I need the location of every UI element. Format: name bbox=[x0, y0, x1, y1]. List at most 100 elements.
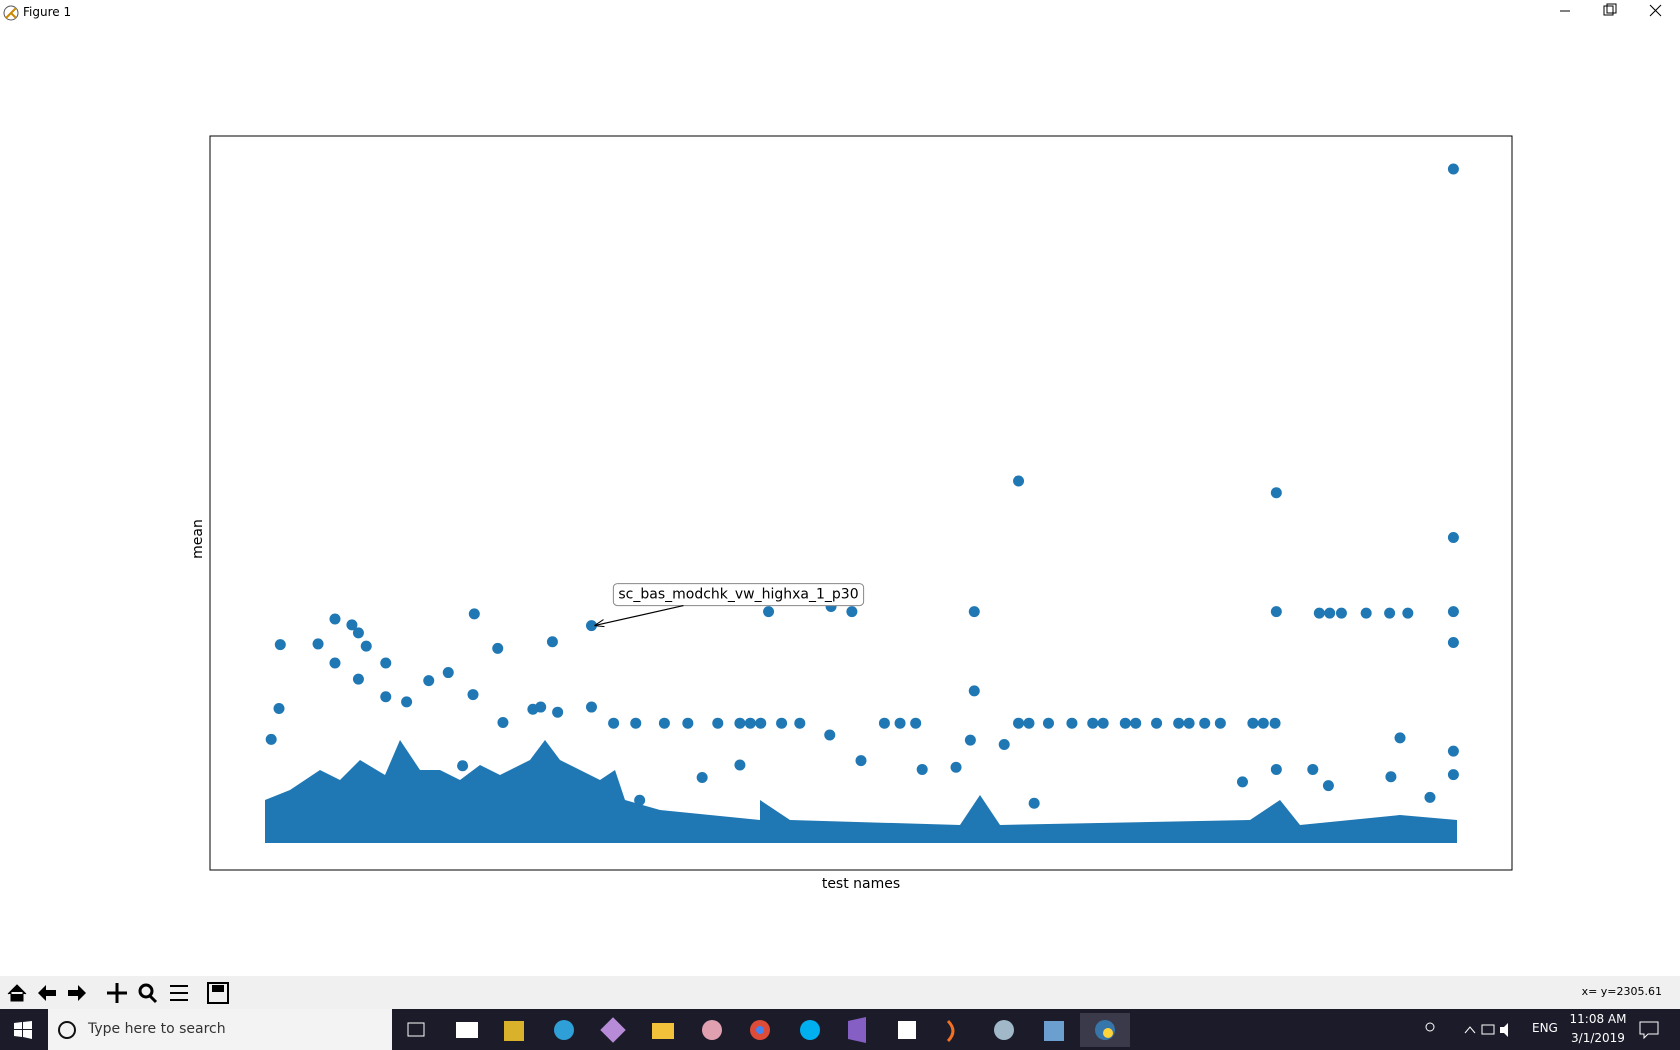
data-point bbox=[552, 706, 564, 718]
data-point bbox=[755, 717, 767, 729]
data-point bbox=[585, 620, 597, 632]
data-point bbox=[658, 717, 670, 729]
data-point bbox=[910, 717, 922, 729]
data-point bbox=[998, 738, 1010, 750]
data-point bbox=[423, 675, 435, 687]
data-point bbox=[401, 696, 413, 708]
data-point bbox=[608, 717, 620, 729]
data-point bbox=[794, 717, 806, 729]
data-point bbox=[360, 640, 372, 652]
data-point bbox=[1402, 607, 1414, 619]
data-point bbox=[346, 619, 358, 631]
data-point bbox=[1183, 717, 1195, 729]
data-point bbox=[1130, 717, 1142, 729]
data-point bbox=[312, 638, 324, 650]
data-point bbox=[712, 717, 724, 729]
language: ENG bbox=[1532, 1021, 1558, 1035]
plot-frame bbox=[209, 135, 1513, 871]
data-point bbox=[1199, 717, 1211, 729]
data-point bbox=[1066, 717, 1078, 729]
dense-point-cloud bbox=[265, 740, 1457, 843]
data-point bbox=[274, 639, 286, 651]
window-title: Figure 1 bbox=[23, 5, 72, 19]
data-point bbox=[1447, 636, 1459, 648]
data-point bbox=[380, 657, 392, 669]
data-point bbox=[1119, 717, 1131, 729]
data-point bbox=[1173, 717, 1185, 729]
annotation-text: sc_bas_modchk_vw_highxa_1_p30 bbox=[618, 587, 858, 603]
data-point bbox=[492, 642, 504, 654]
clock-time: 11:08 AM bbox=[1569, 1012, 1627, 1026]
annotation-box bbox=[612, 583, 865, 607]
data-point bbox=[329, 613, 341, 625]
data-point bbox=[273, 703, 285, 715]
data-point bbox=[1384, 607, 1396, 619]
app-icon bbox=[3, 5, 19, 21]
data-point bbox=[329, 657, 341, 669]
data-point bbox=[1335, 607, 1347, 619]
x-axis-label: test names bbox=[822, 876, 900, 892]
data-point bbox=[1270, 606, 1282, 618]
data-point bbox=[1247, 717, 1259, 729]
window-controls[interactable] bbox=[1540, 0, 1680, 24]
data-point bbox=[442, 667, 454, 679]
chart: test names mean sc_bas_modchk_vw_highxa_… bbox=[190, 135, 1513, 892]
data-point bbox=[878, 717, 890, 729]
data-point bbox=[1270, 763, 1282, 775]
data-point bbox=[1447, 606, 1459, 618]
data-point bbox=[1151, 717, 1163, 729]
data-point bbox=[1236, 776, 1248, 788]
data-point bbox=[1322, 780, 1334, 792]
data-point bbox=[1447, 163, 1459, 175]
data-point bbox=[968, 606, 980, 618]
data-point bbox=[265, 733, 277, 745]
data-point bbox=[763, 606, 775, 618]
data-point bbox=[352, 673, 364, 685]
data-point bbox=[1447, 769, 1459, 781]
data-point bbox=[734, 759, 746, 771]
data-point bbox=[776, 717, 788, 729]
data-point bbox=[1087, 717, 1099, 729]
data-point bbox=[380, 691, 392, 703]
data-point bbox=[894, 717, 906, 729]
taskbar-apps[interactable] bbox=[400, 1013, 1130, 1047]
data-point bbox=[1257, 717, 1269, 729]
data-point bbox=[1023, 717, 1035, 729]
data-point bbox=[1324, 607, 1336, 619]
data-point bbox=[846, 606, 858, 618]
search-placeholder: Type here to search bbox=[88, 1021, 226, 1037]
data-point bbox=[916, 763, 928, 775]
data-point bbox=[457, 760, 469, 772]
data-point bbox=[744, 717, 756, 729]
data-point bbox=[546, 636, 558, 648]
tray-icons[interactable] bbox=[1420, 1019, 1510, 1041]
data-point bbox=[1424, 791, 1436, 803]
data-point bbox=[585, 701, 597, 713]
toolbar-buttons[interactable] bbox=[0, 976, 240, 1009]
data-point bbox=[696, 772, 708, 784]
data-point bbox=[1013, 717, 1025, 729]
start-button[interactable] bbox=[14, 1021, 32, 1039]
data-point bbox=[1307, 763, 1319, 775]
data-point bbox=[497, 716, 509, 728]
notifications[interactable] bbox=[1638, 1019, 1660, 1041]
data-point bbox=[1447, 745, 1459, 757]
data-point bbox=[824, 729, 836, 741]
data-point bbox=[1447, 531, 1459, 543]
annotation-arrowhead bbox=[594, 619, 605, 628]
data-point bbox=[964, 734, 976, 746]
data-point bbox=[950, 761, 962, 773]
data-point bbox=[1042, 717, 1054, 729]
data-point bbox=[1214, 717, 1226, 729]
data-point bbox=[1097, 717, 1109, 729]
search-box[interactable]: Type here to search bbox=[48, 1009, 392, 1050]
y-axis-label: mean bbox=[190, 519, 206, 559]
data-point bbox=[734, 717, 746, 729]
status-text: x= y=2305.61 bbox=[1581, 985, 1662, 998]
data-point bbox=[968, 685, 980, 697]
data-point bbox=[1360, 607, 1372, 619]
data-point bbox=[1269, 717, 1281, 729]
data-point bbox=[1270, 487, 1282, 499]
toolbar: x= y=2305.61 bbox=[0, 976, 1680, 1009]
